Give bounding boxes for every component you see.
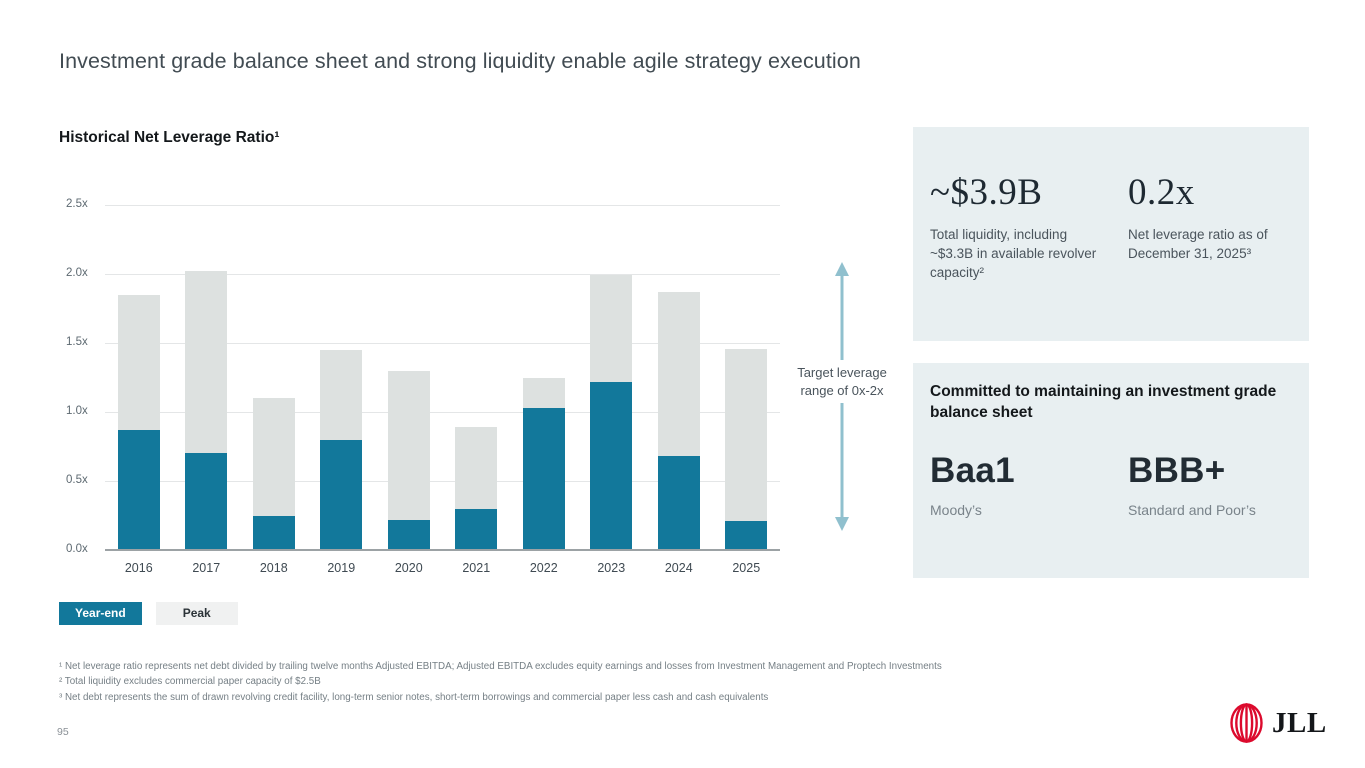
footnotes: ¹ Net leverage ratio represents net debt… — [59, 659, 942, 705]
net-leverage-chart: 2.5x 2.0x 1.5x 1.0x 0.5x 0.0x 2016 2017 2018 201… — [59, 198, 799, 605]
x-axis-label: 2016 — [124, 561, 153, 575]
y-axis-tick-label: 0.5x — [66, 474, 88, 486]
page-number: 95 — [57, 726, 69, 738]
jll-logo-text: JLL — [1272, 706, 1327, 739]
sp-agency-label: Standard and Poor’s — [1128, 502, 1256, 518]
total-liquidity-desc: Total liquidity, including ~$3.3B in ava… — [930, 227, 1097, 281]
bar-peak-2025 — [725, 348, 768, 550]
x-axis-label: 2019 — [327, 561, 356, 575]
gridline — [105, 274, 780, 275]
x-axis-label: 2017 — [192, 561, 221, 575]
bar-year-end-2024 — [657, 456, 700, 550]
chart-legend: Year-end Peak — [59, 602, 238, 625]
x-axis-label: 2020 — [394, 561, 423, 575]
credit-ratings-panel: Committed to maintaining an investment g… — [913, 363, 1309, 578]
x-axis-label: 2022 — [529, 561, 558, 575]
bar-year-end-2017 — [185, 453, 228, 550]
x-axis-label: 2018 — [259, 561, 288, 575]
sp-rating: BBB+ Standard and Poor’s — [1128, 451, 1308, 518]
target-leverage-annotation: Target leverage range of 0x-2x — [786, 262, 898, 556]
bar-year-end-2023 — [590, 381, 633, 550]
bar-year-end-2018 — [252, 515, 295, 550]
legend-chip-year-end: Year-end — [59, 602, 142, 625]
bar-year-end-2022 — [522, 407, 565, 550]
gridline — [105, 412, 780, 413]
x-axis-label: 2025 — [732, 561, 761, 575]
chart-title: Historical Net Leverage Ratio¹ — [59, 129, 280, 146]
net-leverage-stat: 0.2x Net leverage ratio as of December 3… — [1128, 171, 1308, 263]
footnote-2: ² Total liquidity excludes commercial pa… — [59, 676, 321, 688]
moodys-rating-value: Baa1 — [930, 451, 1015, 490]
bar-year-end-2025 — [725, 521, 768, 550]
net-leverage-desc: Net leverage ratio as of December 31, 20… — [1128, 227, 1268, 262]
y-axis-tick-label: 2.0x — [66, 267, 88, 279]
x-axis-label: 2024 — [664, 561, 693, 575]
target-range-label: Target leverage range of 0x-2x — [797, 365, 887, 398]
x-axis: 2016 2017 2018 2019 2020 2021 2022 2023 2024 2025 — [105, 561, 780, 581]
arrow-up-icon — [835, 262, 849, 360]
bar-year-end-2016 — [117, 429, 160, 550]
x-axis-label: 2023 — [597, 561, 626, 575]
y-axis-tick-label: 2.5x — [66, 198, 88, 210]
arrow-down-icon — [835, 403, 849, 532]
y-axis: 2.5x 2.0x 1.5x 1.0x 0.5x 0.0x — [59, 198, 99, 555]
y-axis-tick-label: 1.5x — [66, 336, 88, 348]
sp-rating-value: BBB+ — [1128, 451, 1226, 490]
y-axis-tick-label: 1.0x — [66, 405, 88, 417]
footnote-1: ¹ Net leverage ratio represents net debt… — [59, 661, 942, 672]
moodys-agency-label: Moody’s — [930, 502, 982, 518]
jll-logo-mark-icon — [1230, 703, 1263, 743]
total-liquidity-value: ~$3.9B — [930, 172, 1043, 213]
gridline — [105, 343, 780, 344]
plot-area — [105, 205, 780, 551]
bar-year-end-2021 — [455, 508, 498, 550]
bar-year-end-2019 — [320, 439, 363, 550]
gridline — [105, 205, 780, 206]
total-liquidity-stat: ~$3.9B Total liquidity, including ~$3.3B… — [930, 171, 1110, 282]
legend-chip-peak: Peak — [155, 602, 238, 625]
bar-year-end-2020 — [387, 519, 430, 550]
y-axis-tick-label: 0.0x — [66, 543, 88, 555]
slide-title: Investment grade balance sheet and stron… — [59, 49, 861, 73]
x-axis-line — [105, 549, 780, 551]
footnote-3: ³ Net debt represents the sum of drawn r… — [59, 691, 769, 703]
net-leverage-value: 0.2x — [1128, 172, 1195, 213]
ratings-heading: Committed to maintaining an investment g… — [930, 383, 1277, 421]
liquidity-panel: ~$3.9B Total liquidity, including ~$3.3B… — [913, 127, 1309, 341]
gridline — [105, 481, 780, 482]
x-axis-label: 2021 — [462, 561, 491, 575]
moodys-rating: Baa1 Moody’s — [930, 451, 1110, 518]
jll-logo: JLL — [1228, 702, 1327, 744]
